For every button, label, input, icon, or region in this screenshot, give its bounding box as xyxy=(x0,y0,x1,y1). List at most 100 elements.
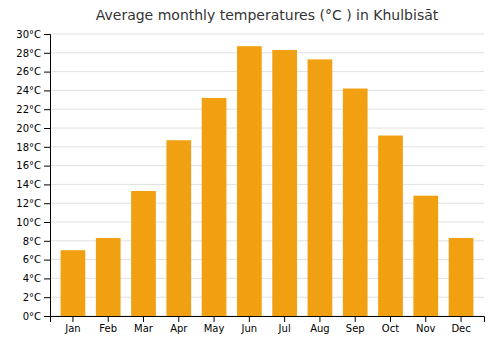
y-tick: 22°C xyxy=(16,104,50,115)
grid-line xyxy=(50,146,484,147)
bar xyxy=(272,50,297,316)
x-tick-mark xyxy=(249,316,250,322)
x-tick-label: Oct xyxy=(382,323,399,334)
grid-line xyxy=(50,184,484,185)
x-tick: Sep xyxy=(346,316,365,334)
y-tick-label: 4°C xyxy=(23,273,41,284)
y-tick-label: 16°C xyxy=(16,160,41,171)
x-tick-mark xyxy=(143,316,144,322)
x-tick-mark xyxy=(425,316,426,322)
bars xyxy=(61,46,474,316)
chart-container: 0°C 2°C 4°C 6°C 8°C 10°C 12°C 14°C 16°C 18°C 20°C 2… xyxy=(0,0,500,350)
y-tick: 14°C xyxy=(16,179,50,190)
x-tick: Apr xyxy=(170,316,188,334)
y-tick: 28°C xyxy=(16,48,50,59)
y-tick-mark xyxy=(44,278,50,279)
bar xyxy=(343,89,368,316)
x-tick: Aug xyxy=(310,316,330,334)
bar xyxy=(308,59,333,316)
grid-line xyxy=(50,165,484,166)
y-tick: 18°C xyxy=(16,142,50,153)
y-tick-label: 10°C xyxy=(16,217,41,228)
y-tick: 4°C xyxy=(23,273,50,284)
grid-line xyxy=(50,90,484,91)
y-tick-label: 18°C xyxy=(16,142,41,153)
bar xyxy=(166,140,191,316)
x-tick-label: Nov xyxy=(416,323,436,334)
y-tick-mark xyxy=(44,34,50,35)
y-tick-mark xyxy=(44,222,50,223)
x-tick-label: Jan xyxy=(64,323,80,334)
x-tick: Jun xyxy=(241,316,258,334)
y-tick-label: 20°C xyxy=(16,123,41,134)
y-tick-label: 8°C xyxy=(23,236,41,247)
grid-line xyxy=(50,34,484,35)
y-tick: 10°C xyxy=(16,217,50,228)
y-tick-mark xyxy=(44,203,50,204)
y-tick-label: 26°C xyxy=(16,66,41,77)
y-tick-mark xyxy=(44,109,50,110)
y-tick-label: 6°C xyxy=(23,254,41,265)
y-tick-label: 30°C xyxy=(16,29,41,40)
y-tick-mark xyxy=(44,166,50,167)
x-tick: Feb xyxy=(99,316,117,334)
bar xyxy=(378,136,403,316)
x-axis: Jan Feb Mar Apr May Jun Jul Aug Sep Oct Nov Dec xyxy=(51,316,485,334)
x-tick-mark xyxy=(355,316,356,322)
x-tick-label: Jul xyxy=(278,323,291,334)
y-tick-mark xyxy=(44,90,50,91)
bar xyxy=(61,250,86,316)
grid xyxy=(50,34,484,316)
x-tick-mark xyxy=(390,316,391,322)
bar xyxy=(449,238,474,316)
bar xyxy=(237,46,262,316)
y-tick-label: 0°C xyxy=(23,311,41,322)
bar xyxy=(413,196,438,316)
y-tick: 20°C xyxy=(16,123,50,134)
x-tick-mark xyxy=(72,316,73,322)
y-tick-label: 2°C xyxy=(23,292,41,303)
x-tick-mark xyxy=(108,316,109,322)
x-tick: Jul xyxy=(278,316,291,334)
y-tick-mark xyxy=(44,241,50,242)
y-axis-line xyxy=(44,35,51,317)
grid-line xyxy=(50,52,484,53)
x-tick-mark xyxy=(284,316,285,322)
y-tick-mark xyxy=(44,53,50,54)
y-tick: 24°C xyxy=(16,85,50,96)
bar xyxy=(131,191,156,316)
x-tick: Oct xyxy=(382,316,399,334)
y-tick-mark xyxy=(44,297,50,298)
x-tick-label: Apr xyxy=(170,323,188,334)
y-tick-mark xyxy=(44,72,50,73)
x-tick-label: Dec xyxy=(451,323,470,334)
x-tick-mark xyxy=(214,316,215,322)
x-tick-label: May xyxy=(204,323,225,334)
y-tick-mark xyxy=(44,316,50,317)
y-tick-label: 22°C xyxy=(16,104,41,115)
grid-line xyxy=(50,71,484,72)
x-tick-mark xyxy=(178,316,179,322)
y-tick: 0°C xyxy=(23,311,50,322)
y-tick: 8°C xyxy=(23,236,50,247)
grid-line xyxy=(50,128,484,129)
x-tick: Dec xyxy=(451,316,470,334)
x-tick: Mar xyxy=(134,316,154,334)
plot-area: 0°C 2°C 4°C 6°C 8°C 10°C 12°C 14°C 16°C 18°C 20°C 2… xyxy=(16,29,484,334)
x-tick-label: Jun xyxy=(241,323,258,334)
y-tick-label: 28°C xyxy=(16,48,41,59)
x-tick: Jan xyxy=(64,316,80,334)
grid-line xyxy=(50,109,484,110)
y-axis: 0°C 2°C 4°C 6°C 8°C 10°C 12°C 14°C 16°C 18°C 20°C 2… xyxy=(16,29,50,322)
y-tick-label: 24°C xyxy=(16,85,41,96)
x-tick-label: Sep xyxy=(346,323,365,334)
bar xyxy=(202,98,227,316)
x-tick-label: Mar xyxy=(134,323,154,334)
y-tick: 12°C xyxy=(16,198,50,209)
x-tick-label: Aug xyxy=(310,323,330,334)
y-tick-label: 14°C xyxy=(16,179,41,190)
x-tick: May xyxy=(204,316,225,334)
y-tick: 16°C xyxy=(16,160,50,171)
y-tick-mark xyxy=(44,184,50,185)
y-tick-label: 12°C xyxy=(16,198,41,209)
